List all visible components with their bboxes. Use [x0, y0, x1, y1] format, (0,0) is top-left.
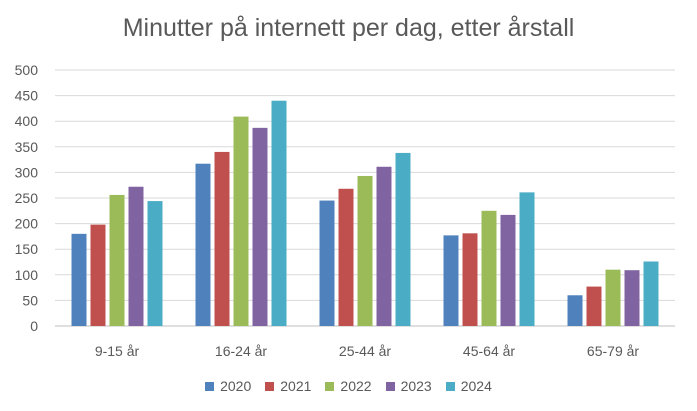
- bar: [500, 214, 516, 326]
- legend-item: 2020: [205, 378, 251, 394]
- bar: [128, 186, 144, 326]
- legend-swatch: [385, 381, 395, 391]
- y-tick-label: 100: [15, 267, 39, 283]
- x-tick-label: 25-44 år: [339, 343, 391, 359]
- bar: [605, 269, 621, 326]
- y-tick-label: 500: [15, 62, 39, 78]
- bar: [271, 100, 287, 326]
- bar: [71, 233, 87, 326]
- legend-label: 2021: [280, 378, 312, 394]
- y-tick-label: 450: [15, 88, 39, 104]
- bar: [624, 270, 640, 326]
- legend-item: 2024: [445, 378, 492, 394]
- legend: 2020 2021 2022 2023 2024: [0, 378, 697, 394]
- bar: [338, 188, 354, 326]
- y-tick-label: 250: [15, 190, 39, 206]
- legend-swatch: [325, 381, 335, 391]
- y-tick-label: 50: [22, 292, 38, 308]
- legend-label: 2023: [400, 378, 432, 394]
- y-tick-label: 150: [15, 241, 39, 257]
- bar: [462, 233, 478, 326]
- legend-label: 2022: [340, 378, 372, 394]
- legend-swatch: [445, 381, 455, 391]
- x-tick-label: 9-15 år: [95, 343, 140, 359]
- bar: [519, 192, 535, 326]
- bar: [252, 127, 268, 326]
- bar: [443, 235, 459, 326]
- legend-item: 2021: [265, 378, 311, 394]
- bar: [90, 224, 106, 326]
- legend-label: 2024: [460, 378, 492, 394]
- x-tick-label: 16-24 år: [215, 343, 267, 359]
- bar: [567, 295, 583, 326]
- bar: [395, 152, 411, 326]
- legend-swatch: [265, 381, 275, 391]
- chart-title: Minutter på internett per dag, etter års…: [122, 14, 575, 42]
- y-tick-label: 400: [15, 113, 39, 129]
- legend-item: 2022: [325, 378, 372, 394]
- bar: [643, 261, 659, 326]
- bar: [195, 163, 211, 326]
- legend-label: 2020: [220, 378, 252, 394]
- bar: [147, 201, 163, 326]
- x-tick-label: 65-79 år: [587, 343, 639, 359]
- y-tick-label: 350: [15, 139, 39, 155]
- legend-item: 2023: [385, 378, 432, 394]
- bar: [233, 116, 249, 326]
- legend-swatch: [205, 381, 215, 391]
- bar: [109, 194, 125, 326]
- bar: [481, 210, 497, 326]
- bar: [586, 286, 602, 326]
- y-tick-label: 200: [15, 216, 39, 232]
- x-tick-label: 45-64 år: [463, 343, 515, 359]
- y-tick-label: 300: [15, 164, 39, 180]
- bar: [357, 175, 373, 326]
- bar: [319, 200, 335, 326]
- y-tick-label: 0: [30, 318, 38, 334]
- bar: [376, 166, 392, 326]
- bar: [214, 151, 230, 326]
